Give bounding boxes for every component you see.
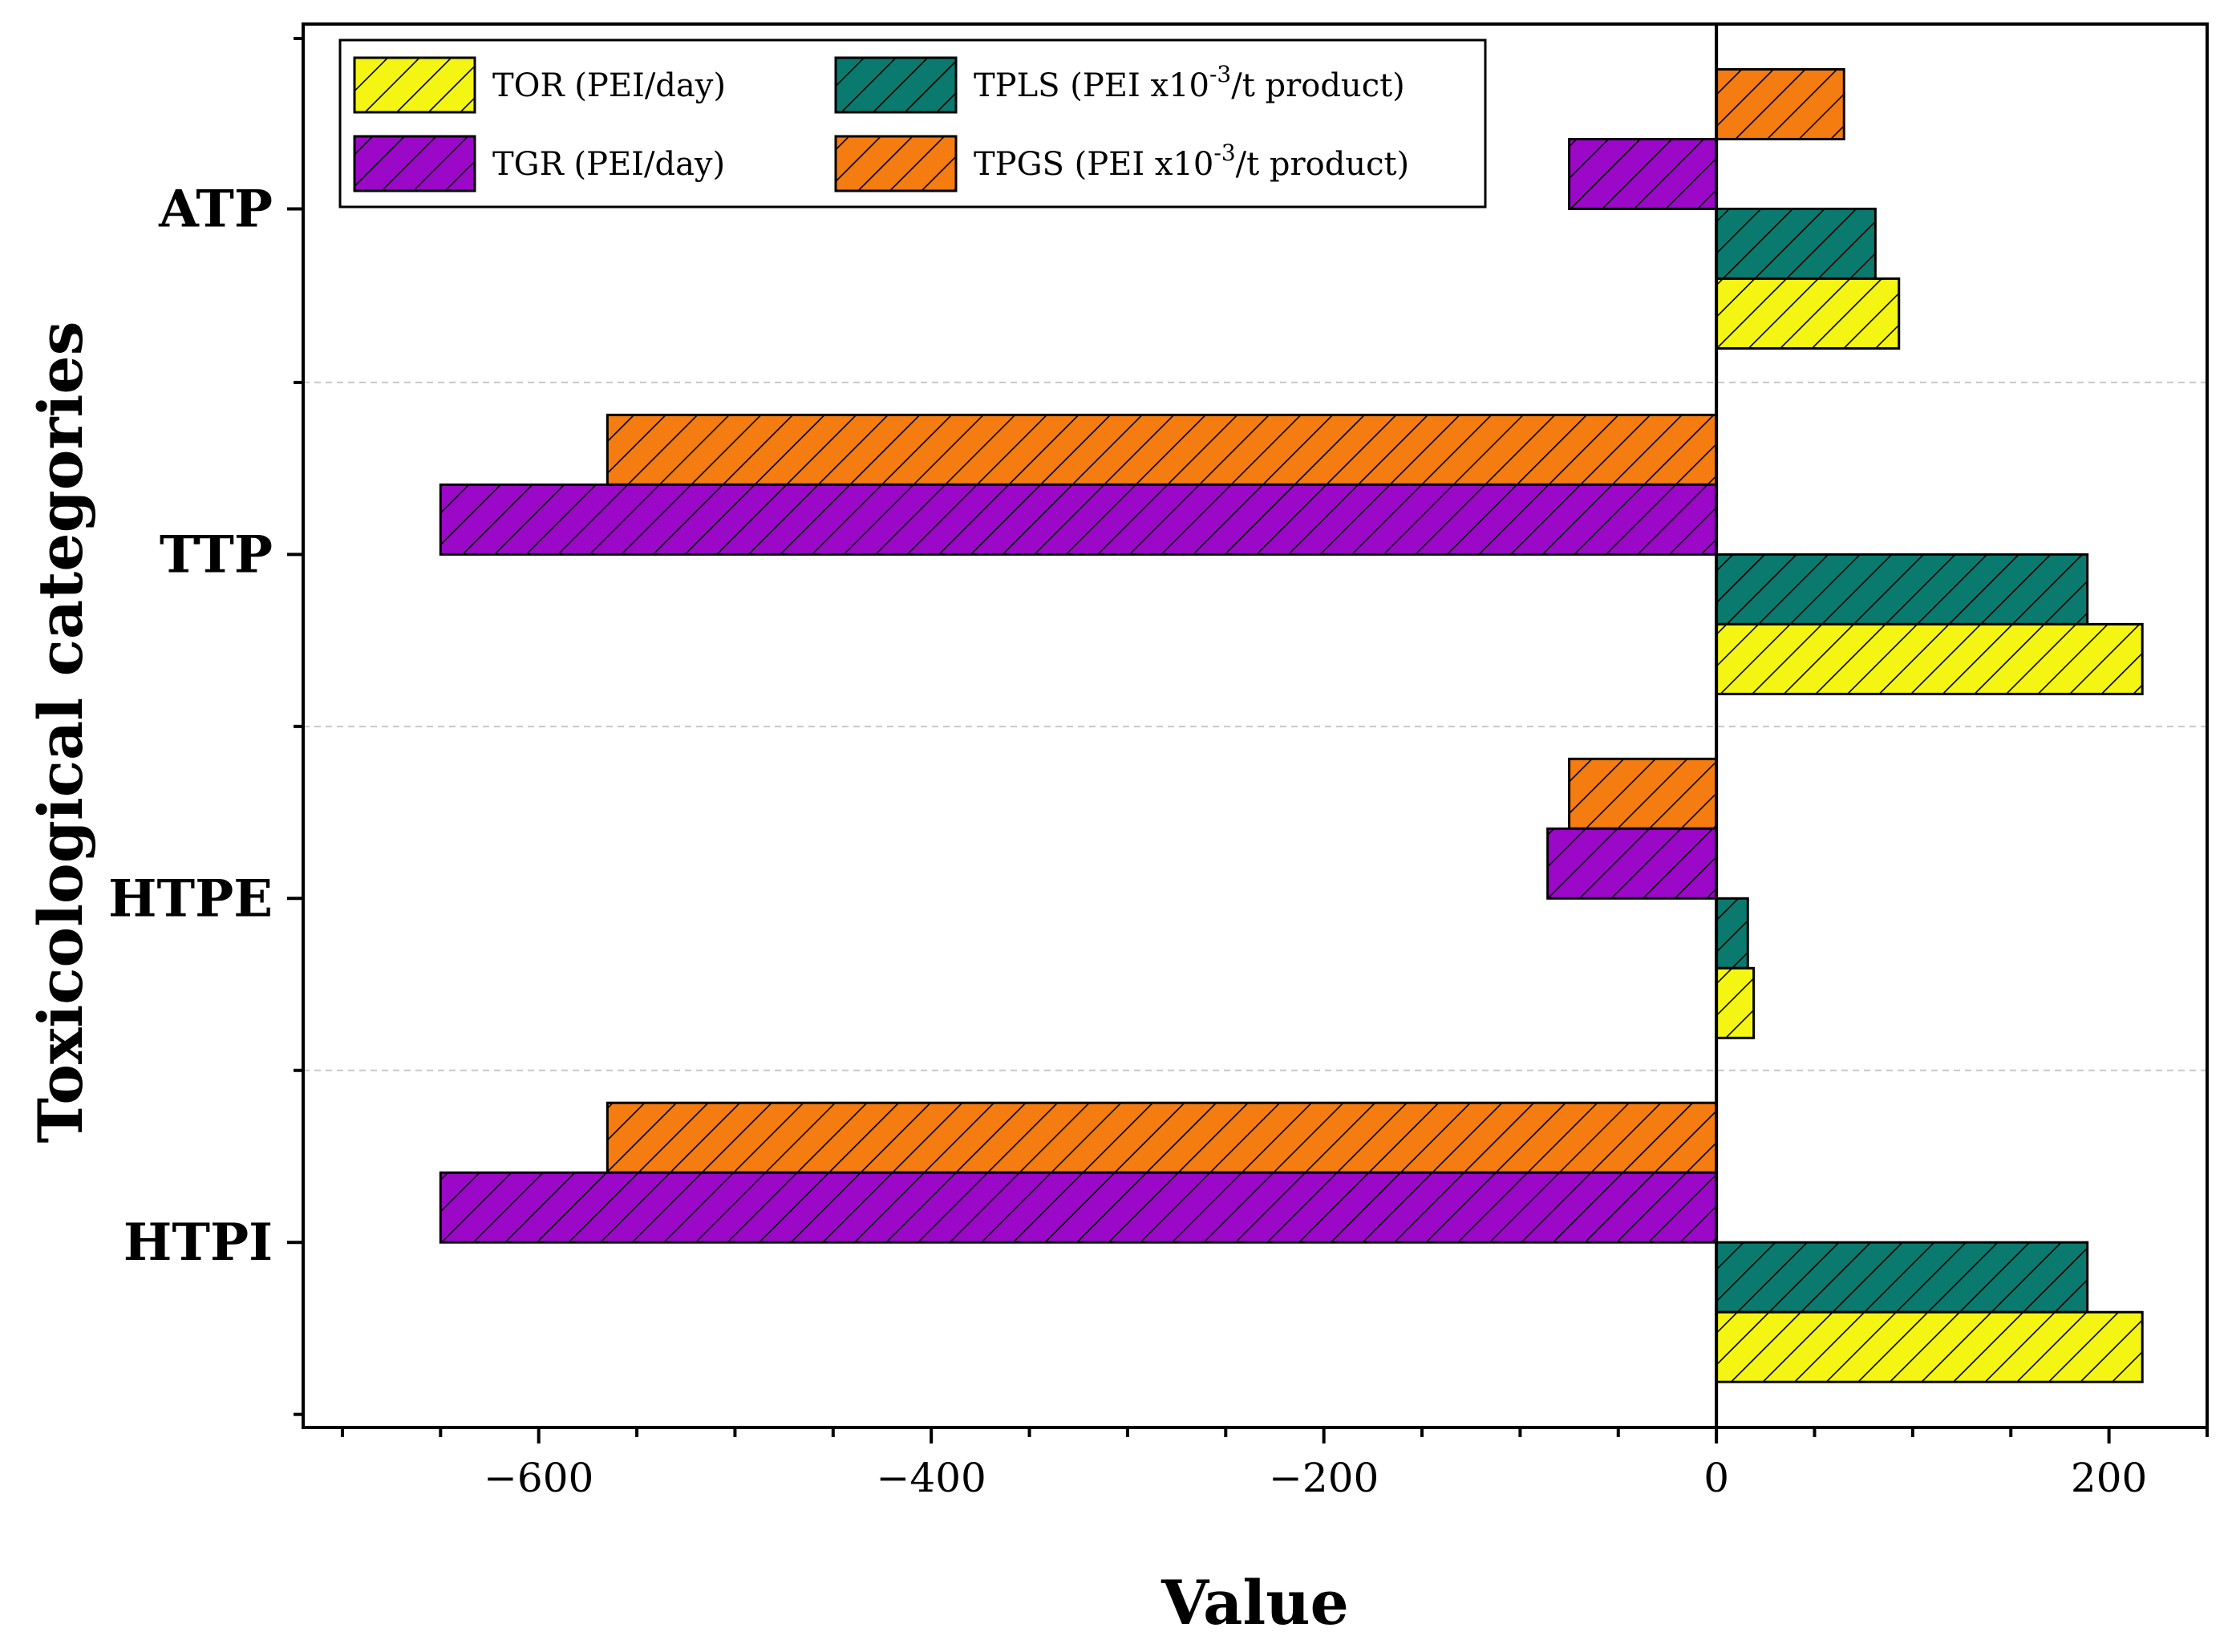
x-tick-label: −400: [877, 1455, 986, 1501]
y-axis: ATP TTP HTPE HTPI: [108, 37, 303, 1416]
bar-htpi-tpgs: [606, 1101, 1718, 1174]
bar-atp-tpls: [1715, 207, 1877, 280]
category-label-ttp: TTP: [160, 524, 273, 585]
x-tick-label: 0: [1703, 1455, 1729, 1501]
x-tick-label: 200: [2071, 1455, 2147, 1501]
category-label-htpe: HTPE: [108, 869, 273, 929]
grid-lines: [303, 381, 2207, 1071]
bar-atp-tor: [1715, 277, 1901, 350]
category-label-htpi: HTPI: [124, 1213, 273, 1273]
bar-htpe-tpgs: [1568, 757, 1718, 830]
x-tick-label: −200: [1269, 1455, 1379, 1501]
x-tick-label: −600: [484, 1455, 593, 1501]
legend-label-tor: TOR (PEI/day): [492, 67, 726, 104]
bar-htpe-tgr: [1546, 827, 1718, 900]
bar-ttp-tpls: [1715, 553, 2089, 626]
bar-atp-tpgs: [1715, 67, 1845, 140]
bar-htpe-tor: [1715, 966, 1756, 1039]
legend-label-tpgs: TPGS (PEI x10-3/t product): [974, 140, 1409, 183]
bar-htpi-tor: [1715, 1310, 2144, 1383]
category-label-atp: ATP: [158, 179, 273, 239]
bar-ttp-tgr: [439, 483, 1718, 556]
bar-ttp-tpgs: [606, 413, 1718, 486]
bar-ttp-tor: [1715, 622, 2144, 695]
bar-htpi-tgr: [439, 1171, 1718, 1244]
bar-htpi-tpls: [1715, 1241, 2089, 1314]
x-axis: −600 −400 −200 0 200: [340, 1427, 2209, 1501]
legend-swatch-tpgs: [834, 135, 958, 192]
legend-swatch-tor: [353, 56, 476, 114]
bar-atp-tgr: [1568, 137, 1718, 210]
legend: TOR (PEI/day) TPLS (PEI x10-3/t product) T…: [338, 38, 1487, 209]
legend-swatch-tgr: [353, 135, 476, 192]
y-axis-title: Toxicological categories: [25, 322, 96, 1144]
legend-swatch-tpls: [834, 56, 958, 114]
bar-htpe-tpls: [1715, 897, 1749, 970]
legend-label-tgr: TGR (PEI/day): [492, 146, 725, 183]
legend-label-tpls: TPLS (PEI x10-3/t product): [974, 61, 1405, 104]
x-axis-title: Value: [1161, 1567, 1349, 1638]
